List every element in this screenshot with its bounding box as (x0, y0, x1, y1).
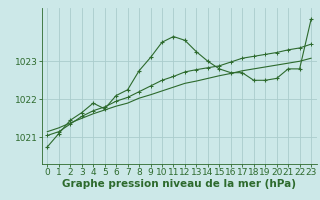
X-axis label: Graphe pression niveau de la mer (hPa): Graphe pression niveau de la mer (hPa) (62, 179, 296, 189)
